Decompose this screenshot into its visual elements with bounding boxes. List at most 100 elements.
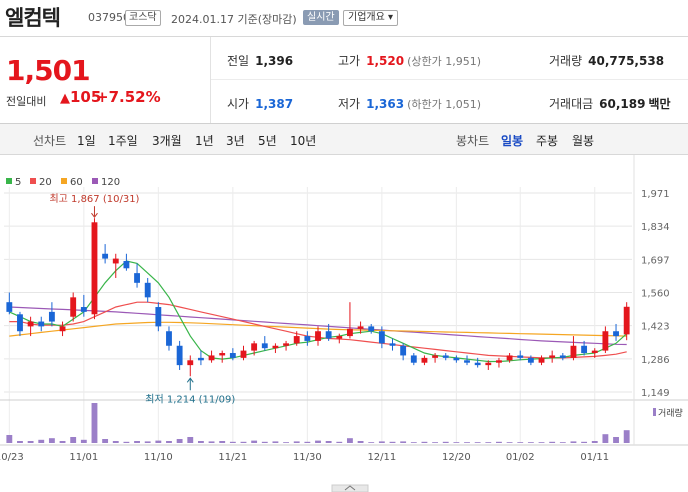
range-5y[interactable]: 5년 <box>258 134 277 148</box>
company-name: 엘컴텍 <box>5 6 61 30</box>
y-tick-label: 1,286 <box>641 355 670 366</box>
volume-bar <box>261 441 268 443</box>
volume-bar <box>421 441 428 443</box>
volume-bar <box>464 442 470 443</box>
volume-bar <box>166 441 172 443</box>
candle-body <box>6 302 13 312</box>
volume-bar <box>368 442 375 443</box>
candle-body <box>442 355 449 358</box>
volume-bar <box>251 440 258 443</box>
y-tick-label: 1,697 <box>641 255 670 266</box>
axis-labels: 1,971 1,834 1,697 1,560 1,423 1,286 1,149 10/23… <box>0 189 683 492</box>
candle-body <box>219 353 226 356</box>
volume-bar <box>517 442 524 443</box>
company-overview-dropdown[interactable]: 기업개요 ▾ <box>343 10 398 26</box>
stock-code: 037950 <box>88 11 130 24</box>
trade-value-unit: 백만 <box>648 97 671 111</box>
x-tick-label: 11/21 <box>218 452 247 463</box>
candle-body <box>453 357 460 361</box>
volume-bars <box>6 403 630 443</box>
volume-bar <box>293 441 300 443</box>
low-price: 저가 1,363 (하한가 1,051) <box>338 95 481 112</box>
volume-bar <box>613 437 619 443</box>
candle-body <box>623 306 630 335</box>
range-1y[interactable]: 1년 <box>195 134 214 148</box>
volume-bar <box>304 441 311 443</box>
volume-bar <box>144 441 151 443</box>
candle-body <box>389 343 396 346</box>
volume-bar <box>496 441 502 443</box>
candle-body <box>602 331 609 351</box>
line-chart-label: 선차트 <box>33 134 67 148</box>
min-arrow-head-icon <box>186 377 194 383</box>
volume-bar <box>123 441 130 443</box>
volume-bar <box>176 439 183 443</box>
diff-label: 전일대비 <box>6 95 47 108</box>
volume-bar <box>272 441 279 443</box>
legend-label: 60 <box>70 177 83 188</box>
volume-bar <box>229 441 236 443</box>
chart-grid <box>0 155 688 446</box>
range-1w[interactable]: 1주일 <box>108 134 138 148</box>
x-tick-label: 01/11 <box>580 452 609 463</box>
volume-bar <box>134 441 140 443</box>
volume-bar <box>102 439 109 443</box>
range-1d[interactable]: 1일 <box>77 134 96 148</box>
range-3m[interactable]: 3개월 <box>152 134 182 148</box>
open-price: 시가 1,387 <box>227 95 293 112</box>
candle-body <box>293 336 300 344</box>
up-arrow-icon: ▲ <box>60 91 70 106</box>
x-tick-label: 12/11 <box>367 452 396 463</box>
volume-bar <box>336 441 343 443</box>
volume-bar <box>325 441 332 443</box>
legend-label: 20 <box>39 177 52 188</box>
volume: 거래량 40,775,538 <box>549 52 664 69</box>
candle-body <box>538 357 545 363</box>
x-tick-label: 12/20 <box>442 452 471 463</box>
candle-body <box>496 360 502 363</box>
period-daily[interactable]: 일봉 <box>501 134 524 148</box>
candle-body <box>187 360 194 366</box>
candle-body <box>581 345 588 354</box>
legend-swatch <box>92 178 98 184</box>
max-arrow-head-icon <box>91 212 98 219</box>
y-tick-label: 1,971 <box>641 189 670 200</box>
candle-body <box>315 331 321 341</box>
high-price: 고가 1,520 (상한가 1,951) <box>338 52 481 69</box>
candle-body <box>272 345 279 349</box>
candle-body <box>591 350 598 354</box>
volume-bar <box>602 434 609 443</box>
volume-label: 거래량 <box>658 407 683 419</box>
min-price-label: 최저 1,214 (11/09) <box>145 393 235 405</box>
range-10y[interactable]: 10년 <box>290 134 317 148</box>
volume-bar <box>357 441 364 443</box>
candle-body <box>240 350 247 358</box>
chart-toolbar: 선차트 1일 1주일 3개월 1년 3년 5년 10년 봉차트 일봉 주봉 월봉 <box>0 124 688 155</box>
candle-body <box>91 222 98 315</box>
candle-body <box>474 362 481 366</box>
period-weekly[interactable]: 주봉 <box>536 134 559 148</box>
date-basis: 2024.01.17 기준(장마감) <box>171 13 297 26</box>
candle-chart-label: 봉차트 <box>456 134 490 148</box>
legend-swatch <box>30 178 36 184</box>
candle-body <box>70 297 77 317</box>
volume-bar <box>187 437 194 443</box>
prev-close-value: 1,396 <box>255 54 294 68</box>
volume-bar <box>570 441 577 443</box>
volume-bar <box>91 403 98 443</box>
legend-swatch <box>61 178 67 184</box>
candles <box>6 218 630 377</box>
divider <box>211 79 688 80</box>
x-tick-label: 11/01 <box>69 452 98 463</box>
volume-bar <box>38 439 45 443</box>
period-monthly[interactable]: 월봉 <box>572 134 595 148</box>
range-3y[interactable]: 3년 <box>226 134 245 148</box>
candle-body <box>176 345 183 366</box>
realtime-button[interactable]: 실시간 <box>303 10 339 25</box>
volume-bar <box>485 442 492 443</box>
volume-bar <box>315 440 321 443</box>
volume-bar <box>527 442 534 443</box>
candle-body <box>27 321 34 327</box>
volume-bar <box>240 441 247 443</box>
lower-limit: (하한가 1,051) <box>407 98 481 111</box>
